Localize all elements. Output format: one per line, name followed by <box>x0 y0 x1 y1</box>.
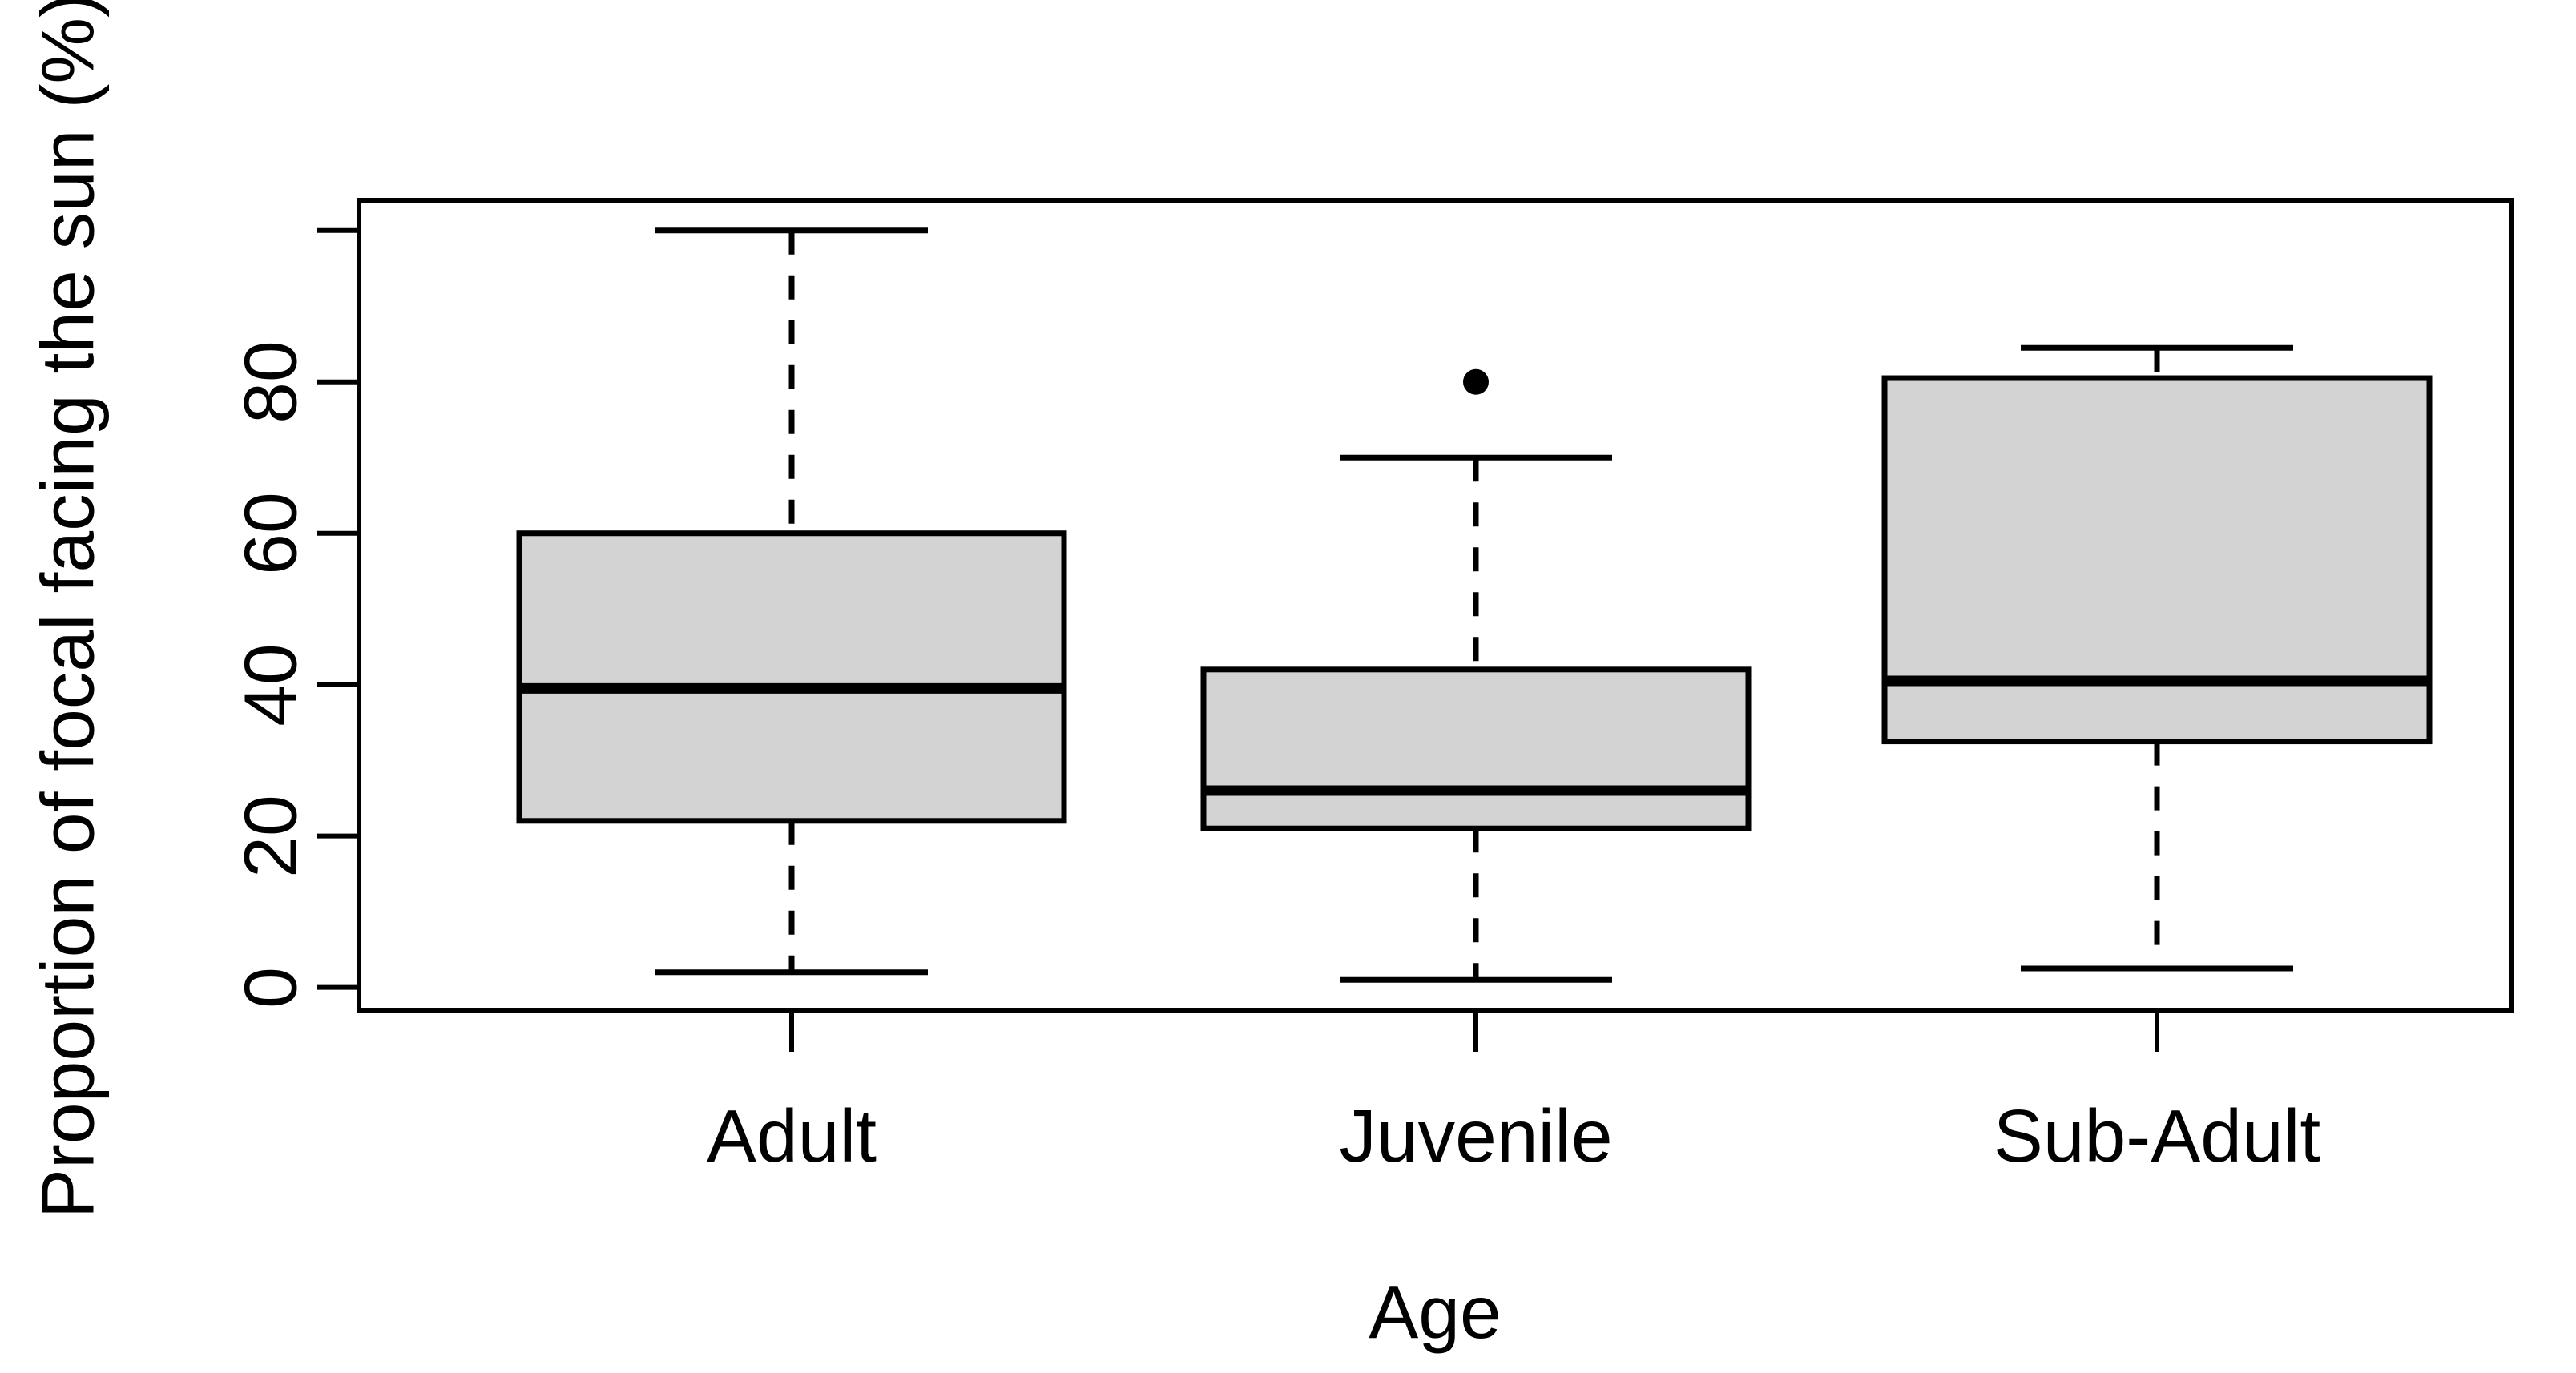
y-tick-label-40: 40 <box>228 643 312 727</box>
outlier-point-juvenile-0 <box>1463 368 1489 395</box>
y-tick-label-0: 0 <box>228 967 312 1009</box>
y-tick-label-20: 20 <box>228 795 312 878</box>
x-category-label-adult: Adult <box>707 1094 877 1178</box>
y-axis-title: Proportion of focal facing the sun (%) <box>26 0 110 1219</box>
iqr-box-juvenile <box>1200 666 1752 831</box>
x-category-label-subadult: Sub-Adult <box>1993 1094 2321 1178</box>
y-tick-label-60: 60 <box>228 492 312 575</box>
iqr-box-adult <box>516 530 1067 824</box>
y-tick-label-80: 80 <box>228 340 312 424</box>
x-axis-title: Age <box>1369 1270 1502 1354</box>
iqr-box-sub-adult <box>1881 375 2433 745</box>
x-category-label-juvenile: Juvenile <box>1339 1094 1613 1178</box>
plot-frame <box>357 198 2514 1013</box>
